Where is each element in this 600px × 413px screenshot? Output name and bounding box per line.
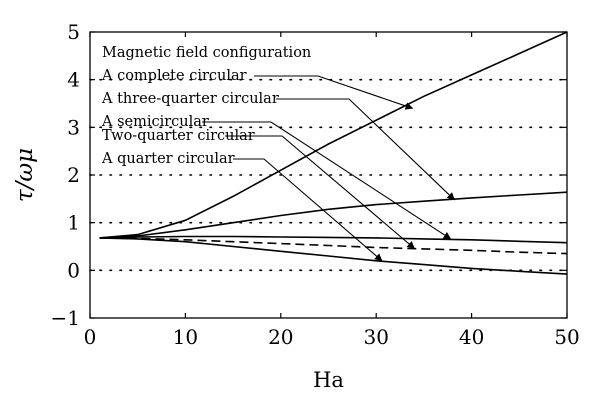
x-tick-label: 20 <box>268 325 293 349</box>
x-axis-title: Ha <box>313 368 344 392</box>
x-tick-label: 30 <box>363 325 388 349</box>
y-tick-label: −1 <box>51 306 80 330</box>
y-tick-label: 4 <box>67 68 80 92</box>
legend-arrow <box>233 158 383 262</box>
x-tick-label: 50 <box>554 325 579 349</box>
legend-annotations: Magnetic field configuration A complete … <box>101 45 455 262</box>
x-tick-label: 40 <box>459 325 484 349</box>
y-tick-label: 0 <box>67 258 80 282</box>
y-axis-title: τ/ωμ <box>12 148 38 202</box>
legend-label: A semicircular <box>101 114 209 130</box>
x-tick-label: 0 <box>84 325 97 349</box>
series-line-a-complete-circular <box>99 31 568 239</box>
y-tick-label: 3 <box>67 115 80 139</box>
x-tick-label: 10 <box>173 325 198 349</box>
y-tick-label: 5 <box>67 20 80 44</box>
series-lines <box>99 31 568 275</box>
legend-label: A three-quarter circular <box>101 91 279 107</box>
legend-label: Two-quarter circular <box>102 128 255 144</box>
series-line-two-quarter-circular <box>99 237 568 255</box>
legend-label: A complete circular <box>101 68 247 84</box>
legend-label: A quarter circular <box>101 151 235 167</box>
legend-title: Magnetic field configuration <box>102 45 311 61</box>
legend-arrow <box>276 98 455 201</box>
legend-arrow <box>202 121 452 240</box>
series-line-a-semicircular <box>99 235 568 244</box>
y-tick-label: 1 <box>67 211 80 235</box>
y-tick-label: 2 <box>67 163 80 187</box>
series-line-a-quarter-circular <box>99 237 568 275</box>
legend-arrow <box>225 135 415 249</box>
grid-lines <box>89 78 568 272</box>
legend-arrow <box>254 75 414 110</box>
series-line-a-three-quarter-circular <box>99 191 568 239</box>
